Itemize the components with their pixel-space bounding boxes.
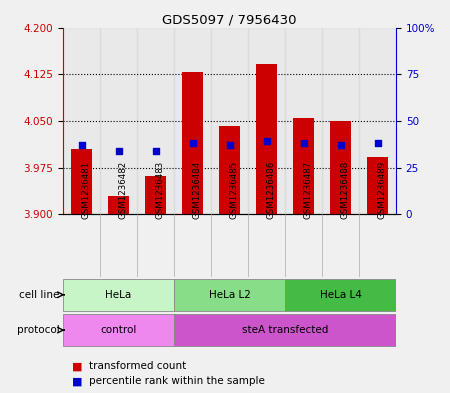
Point [226, 142, 233, 148]
Bar [63, 28, 100, 214]
Bar [100, 28, 137, 214]
Text: GSM1236486: GSM1236486 [266, 161, 275, 219]
Point [337, 142, 344, 148]
Title: GDS5097 / 7956430: GDS5097 / 7956430 [162, 13, 297, 26]
Bar [174, 28, 211, 214]
Bar [174, 279, 285, 310]
Text: GSM1236483: GSM1236483 [156, 161, 165, 219]
Bar [219, 126, 240, 214]
Text: GSM1236481: GSM1236481 [81, 161, 90, 219]
Bar [63, 314, 174, 346]
Bar [359, 28, 396, 214]
Bar [330, 121, 351, 214]
Text: GSM1236485: GSM1236485 [230, 161, 238, 219]
Bar [182, 72, 202, 214]
Point [152, 148, 159, 154]
Text: HeLa L2: HeLa L2 [208, 290, 251, 300]
Text: GSM1236489: GSM1236489 [378, 161, 387, 219]
Bar [293, 118, 314, 214]
Bar [174, 314, 396, 346]
Text: ■: ■ [72, 376, 82, 386]
Point [300, 140, 307, 146]
Bar [322, 28, 359, 214]
Text: HeLa: HeLa [105, 290, 131, 300]
Bar [285, 279, 396, 310]
Bar [108, 195, 129, 214]
Bar [145, 176, 166, 214]
Bar [256, 64, 277, 214]
Bar [211, 28, 248, 214]
Text: steA transfected: steA transfected [242, 325, 328, 335]
Text: HeLa L4: HeLa L4 [320, 290, 361, 300]
Bar [71, 149, 92, 214]
Bar [367, 157, 388, 214]
Text: GSM1236482: GSM1236482 [118, 161, 127, 219]
Bar [285, 28, 322, 214]
Bar [137, 28, 174, 214]
Bar [248, 28, 285, 214]
Text: cell line: cell line [19, 290, 60, 300]
Text: protocol: protocol [17, 325, 60, 335]
Point [115, 148, 122, 154]
Text: GSM1236484: GSM1236484 [193, 161, 202, 219]
Text: percentile rank within the sample: percentile rank within the sample [89, 376, 265, 386]
Text: control: control [100, 325, 137, 335]
Text: ■: ■ [72, 361, 82, 371]
Text: GSM1236488: GSM1236488 [341, 161, 350, 219]
Point [189, 140, 196, 146]
Point [374, 140, 381, 146]
Text: GSM1236487: GSM1236487 [303, 161, 312, 219]
Point [78, 142, 85, 148]
Bar [63, 279, 174, 310]
Text: transformed count: transformed count [89, 361, 186, 371]
Point [263, 138, 270, 145]
